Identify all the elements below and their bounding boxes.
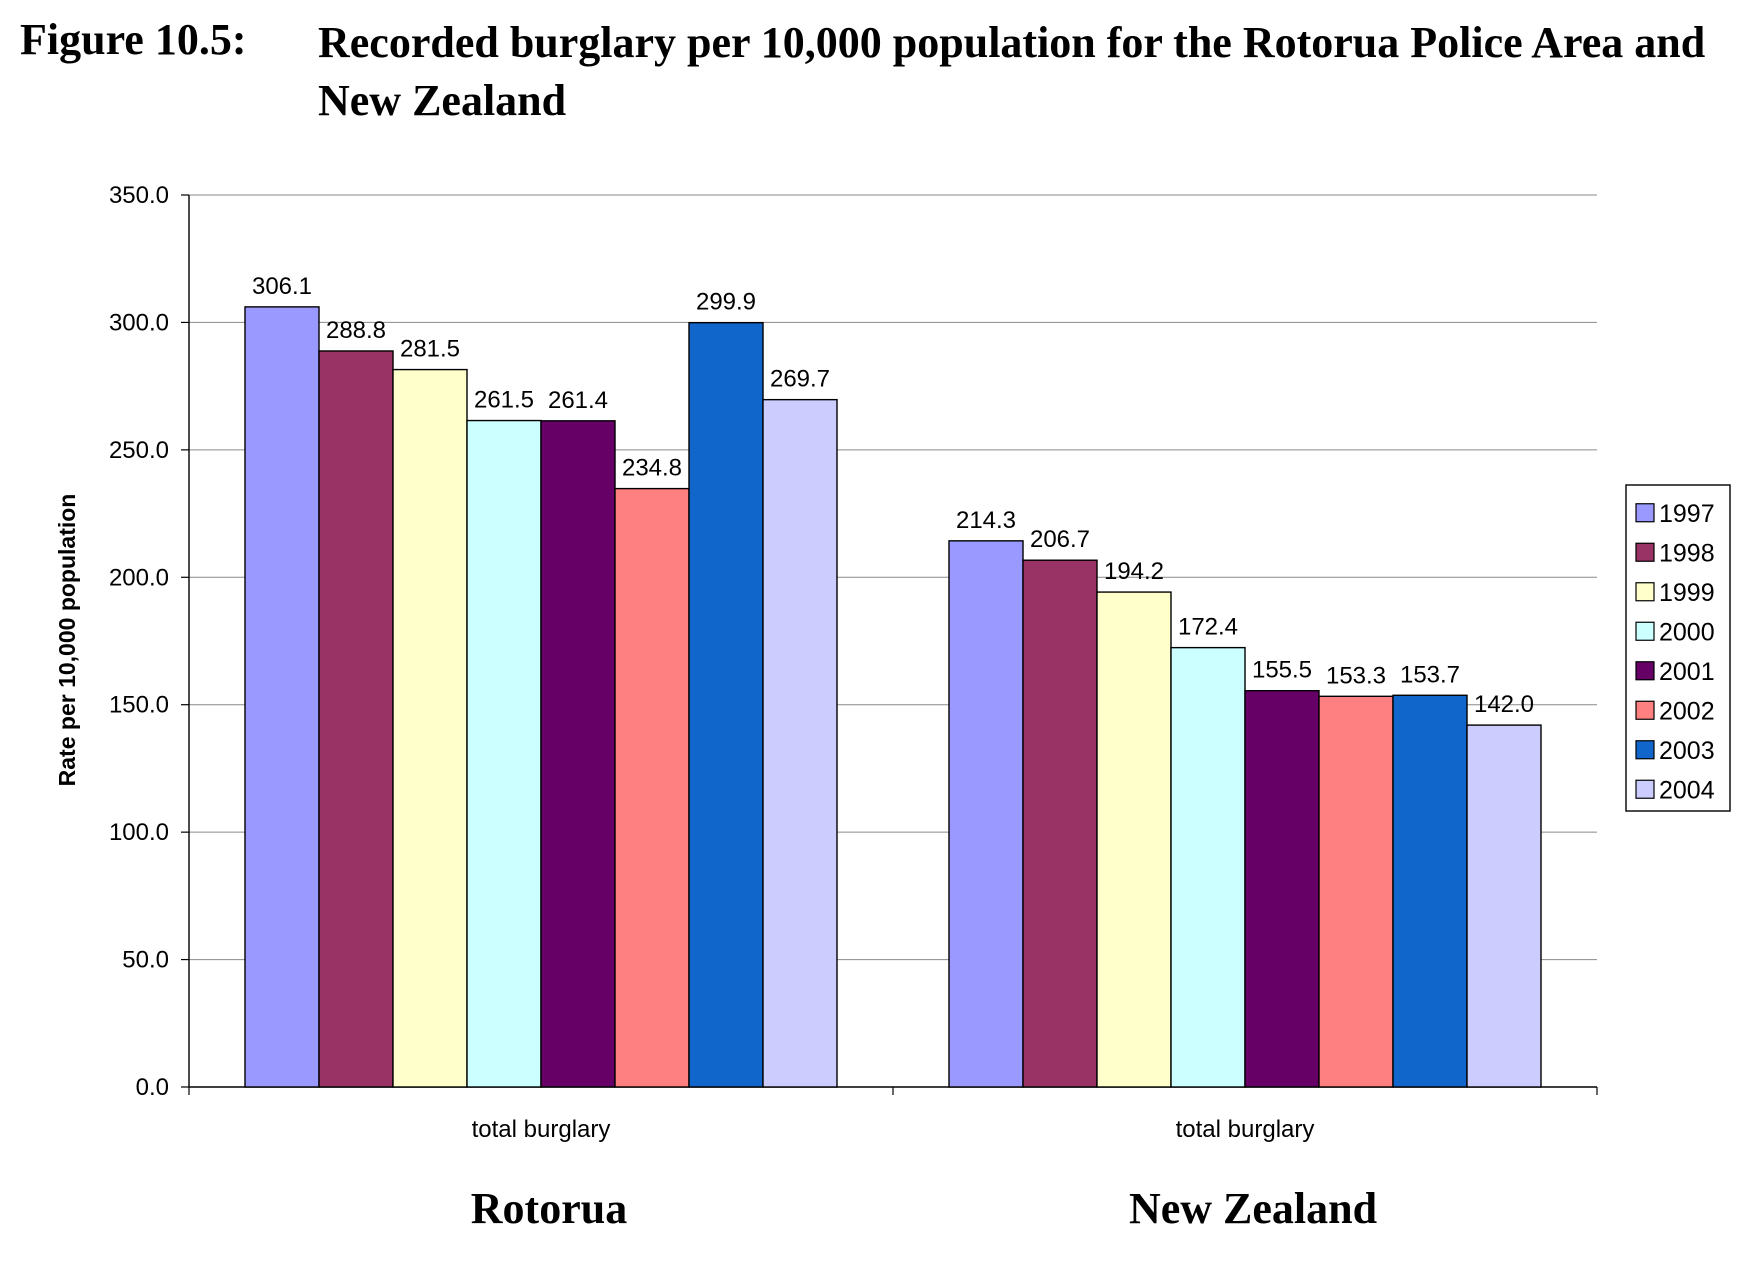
legend-swatch xyxy=(1635,700,1655,720)
legend-label: 2001 xyxy=(1659,658,1715,686)
data-label: 142.0 xyxy=(1474,691,1534,718)
legend-swatch xyxy=(1635,621,1655,641)
data-label: 261.4 xyxy=(548,387,608,414)
bar xyxy=(1392,694,1468,1088)
bar xyxy=(1170,646,1246,1088)
data-label: 214.3 xyxy=(956,507,1016,534)
bar xyxy=(392,368,468,1088)
figure-title: Recorded burglary per 10,000 population … xyxy=(318,18,1706,125)
data-label: 155.5 xyxy=(1252,657,1312,684)
legend-label: 2004 xyxy=(1659,776,1715,804)
legend-swatch xyxy=(1635,582,1655,602)
bar xyxy=(540,420,616,1088)
legend-swatch xyxy=(1635,661,1655,681)
legend-swatch xyxy=(1635,503,1655,523)
legend-label: 2000 xyxy=(1659,618,1715,646)
legend-swatch xyxy=(1635,740,1655,760)
data-label: 299.9 xyxy=(696,289,756,316)
bar xyxy=(1022,559,1098,1088)
y-axis-title: Rate per 10,000 population xyxy=(54,494,80,787)
data-label: 206.7 xyxy=(1030,526,1090,553)
legend-swatch xyxy=(1635,779,1655,799)
data-label: 194.2 xyxy=(1104,558,1164,585)
legend-label: 1997 xyxy=(1659,500,1715,528)
y-tick-label: 200.0 xyxy=(109,564,169,591)
bar xyxy=(688,321,764,1088)
y-tick-label: 50.0 xyxy=(122,947,169,974)
legend-label: 1998 xyxy=(1659,539,1715,567)
bar xyxy=(1096,591,1172,1088)
bar xyxy=(614,487,690,1088)
category-label: total burglary xyxy=(472,1116,611,1143)
legend-label: 2002 xyxy=(1659,697,1715,725)
y-tick-label: 150.0 xyxy=(109,692,169,719)
y-tick-label: 100.0 xyxy=(109,819,169,846)
bar xyxy=(318,350,394,1088)
legend: 1997 1998 1999 2000 2001 2002 2003 2004 xyxy=(1625,484,1731,812)
y-tick-label: 350.0 xyxy=(109,182,169,209)
legend-label: 2003 xyxy=(1659,737,1715,765)
y-tick-label: 0.0 xyxy=(136,1074,169,1101)
data-label: 153.3 xyxy=(1326,662,1386,689)
bar xyxy=(1318,695,1394,1088)
bar xyxy=(466,419,542,1088)
group-label: New Zealand xyxy=(1129,1184,1377,1233)
data-label: 261.5 xyxy=(474,387,534,414)
bar xyxy=(1466,724,1542,1088)
category-label: total burglary xyxy=(1176,1116,1315,1143)
data-label: 306.1 xyxy=(252,273,312,300)
bar xyxy=(244,306,320,1088)
y-tick-label: 300.0 xyxy=(109,309,169,336)
legend-label: 1999 xyxy=(1659,579,1715,607)
figure-label: Figure 10.5: xyxy=(20,15,247,64)
y-tick-label: 250.0 xyxy=(109,437,169,464)
axes: 0.0 50.0 100.0 150.0 200.0 250.0 300.0 350.0 tot… xyxy=(109,182,1598,1233)
bars xyxy=(244,306,1542,1088)
data-label: 234.8 xyxy=(622,455,682,482)
data-label: 153.7 xyxy=(1400,661,1460,688)
bar xyxy=(948,540,1024,1088)
legend-swatch xyxy=(1635,542,1655,562)
group-label: Rotorua xyxy=(471,1184,627,1233)
bar xyxy=(1244,689,1320,1088)
data-label: 288.8 xyxy=(326,317,386,344)
data-label: 172.4 xyxy=(1178,614,1238,641)
data-label: 281.5 xyxy=(400,336,460,363)
data-labels: 306.1 288.8 281.5 261.5 261.4 234.8 299.9 269.7… xyxy=(252,273,1534,718)
bar xyxy=(762,398,838,1088)
data-label: 269.7 xyxy=(770,366,830,393)
